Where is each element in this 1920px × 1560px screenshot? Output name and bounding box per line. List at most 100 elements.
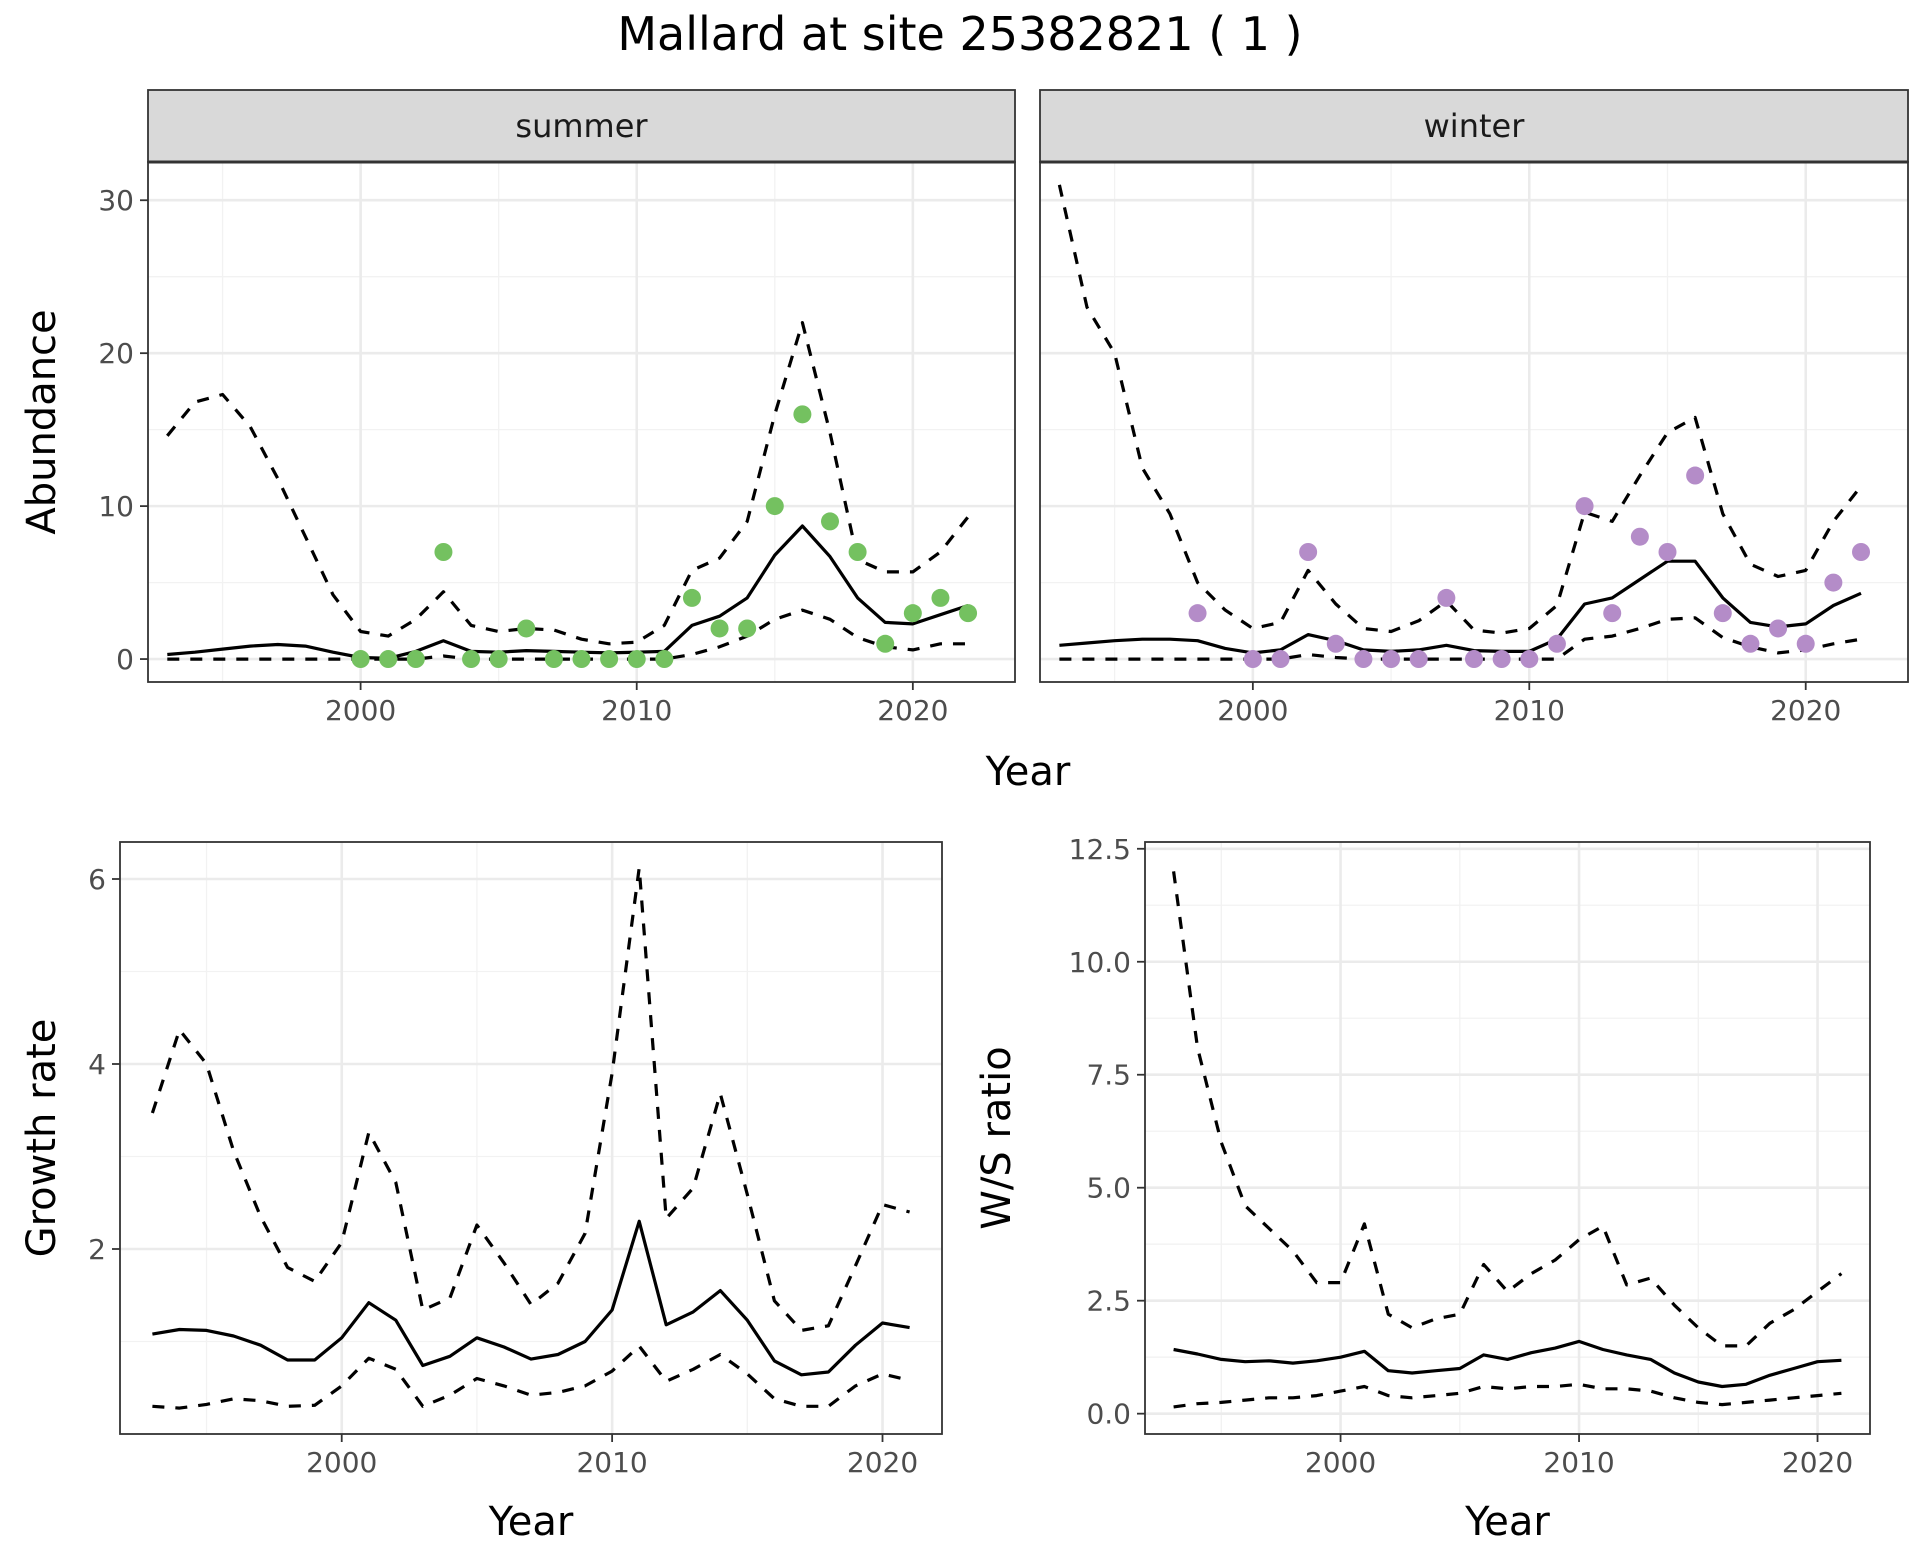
panel-border [119,841,943,1435]
observed-point [1437,588,1456,607]
observed-point [848,543,867,561]
x-tick-label: 2020 [1782,1446,1853,1479]
observed-point [931,588,950,607]
y-tick-label: 2.5 [1086,1285,1131,1318]
observed-point [876,634,895,653]
observed-point [959,604,978,623]
y-tick-label: 10 [98,490,134,523]
observed-point [434,543,453,561]
y-axis-title-abundance: Abundance [19,309,65,534]
observed-point [1547,634,1566,653]
lower-ci-line [1173,1382,1842,1409]
x-tick-label: 2010 [1494,694,1565,727]
y-tick-label: 10.0 [1069,946,1131,979]
lower-ci-line [167,608,969,661]
observed-point [1409,650,1428,669]
observed-point [1575,497,1594,516]
observed-point [600,650,619,669]
observed-point [1686,466,1705,485]
observed-point [1271,650,1290,669]
panel-background [120,842,942,1434]
x-tick-label: 2000 [1305,1446,1376,1479]
x-axis-title-abundance: Year [985,749,1071,795]
observed-point [1658,543,1677,561]
x-tick-label: 2020 [877,694,948,727]
mean-line [1173,1339,1842,1389]
observed-point [1824,573,1843,592]
y-tick-label: 0 [116,643,134,676]
observed-point [1713,604,1732,623]
mean-line [152,1219,910,1377]
facet-label-summer: summer [515,107,648,145]
observed-point [821,512,840,531]
observed-point [627,650,646,669]
y-tick-label: 5.0 [1086,1172,1131,1205]
observed-point [489,650,508,669]
y-axis-title: Growth rate [19,1019,65,1258]
observed-point [1796,634,1815,653]
x-tick-label: 2000 [306,1446,377,1479]
observed-point [406,650,425,669]
facet-label-winter: winter [1424,107,1526,145]
observed-point [1326,634,1345,653]
panel-border [1144,841,1871,1435]
observed-point [903,604,922,623]
y-tick-label: 20 [98,337,134,370]
observed-point [1603,604,1622,623]
y-tick-label: 4 [88,1048,106,1081]
observed-point [1852,543,1871,561]
observed-point [351,650,370,669]
upper-ci-line [150,866,911,1332]
observed-point [1520,650,1539,669]
y-axis-title: W/S ratio [974,1046,1020,1229]
y-tick-label: 12.5 [1069,833,1131,866]
observed-point [655,650,674,669]
observed-point [738,619,757,638]
panel-background [1145,842,1870,1434]
x-axis-title: Year [488,1499,574,1545]
observed-point [710,619,729,638]
observed-point [1382,650,1401,669]
panel-ratio: 2000 2010 2020 0.0 2.5 5.0 7.5 10.0 12.5 Year W/S … [974,833,1871,1545]
observed-point [1299,543,1318,561]
x-tick-label: 2010 [601,694,672,727]
y-tick-label: 30 [98,184,134,217]
y-tick-label: 6 [88,863,106,896]
chart-title: Mallard at site 25382821 ( 1 ) [617,7,1302,61]
y-tick-label: 0.0 [1086,1398,1131,1431]
panel-growth: 2000 2010 2020 2 4 6 Year Growth rate [19,841,943,1545]
observed-point [1741,634,1760,653]
panel-background [148,162,1015,682]
x-tick-label: 2000 [1217,694,1288,727]
upper-ci-line [1172,871,1843,1348]
x-tick-label: 2020 [847,1446,918,1479]
x-tick-label: 2010 [1543,1446,1614,1479]
x-tick-label: 2010 [576,1446,647,1479]
observed-point [1769,619,1788,638]
lower-ci-line [1059,616,1862,661]
panel-background [1040,162,1908,682]
observed-point [1354,650,1373,669]
observed-point [1492,650,1511,669]
observed-point [793,405,812,424]
observed-point [572,650,591,669]
facet-summer: summer 2000 2010 2020 0 10 20 30 [98,89,1016,727]
observed-point [682,588,701,607]
facet-winter: winter 2000 2010 2020 [1039,89,1909,727]
y-tick-label: 2 [88,1233,106,1266]
facet-strip [147,89,1016,163]
observed-point [765,497,784,516]
y-tick-label: 7.5 [1086,1059,1131,1092]
observed-point [517,619,536,638]
observed-point [1465,650,1483,669]
observed-point [379,650,398,669]
x-axis-title: Year [1464,1499,1550,1545]
observed-point [1188,604,1207,623]
facet-strip [1039,89,1909,163]
observed-point [544,650,563,669]
mean-line [1059,559,1862,655]
observed-point [462,650,481,669]
x-tick-label: 2020 [1770,694,1841,727]
